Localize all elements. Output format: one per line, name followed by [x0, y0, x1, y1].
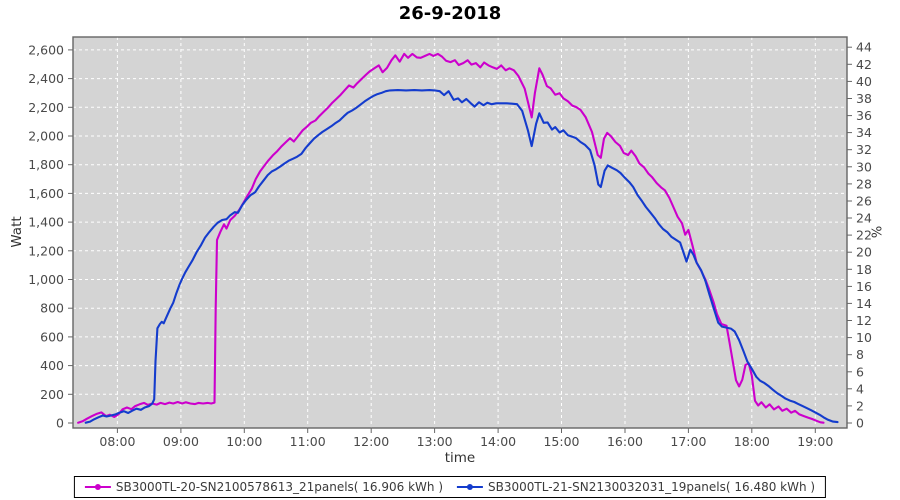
y-left-tick-label: 1,000 — [28, 272, 64, 287]
y-right-tick-label: 28 — [856, 176, 872, 191]
y-right-tick-label: 38 — [856, 91, 872, 106]
legend-line-blue-icon — [457, 482, 483, 492]
legend-line-magenta-icon — [84, 482, 111, 492]
y-right-axis-title: % — [870, 225, 886, 239]
x-tick-label: 14:00 — [480, 434, 516, 449]
y-right-tick-label: 42 — [856, 57, 872, 72]
y-left-axis-title: Watt — [9, 216, 25, 248]
chart-title: 26-9-2018 — [398, 3, 502, 24]
y-right-tick-label: 24 — [856, 211, 872, 226]
x-tick-label: 17:00 — [670, 434, 706, 449]
y-left-tick-label: 600 — [40, 329, 64, 344]
y-left-tick-label: 400 — [40, 358, 64, 373]
y-left-tick-label: 200 — [40, 387, 64, 402]
gridlines — [73, 37, 847, 428]
x-tick-label: 08:00 — [99, 434, 135, 449]
axis-ticks — [68, 46, 852, 433]
y-right-tick-label: 26 — [856, 194, 872, 209]
y-left-tick-label: 1,600 — [28, 186, 64, 201]
y-left-tick-label: 2,200 — [28, 100, 64, 115]
y-right-tick-label: 16 — [856, 279, 872, 294]
y-right-tick-label: 20 — [856, 245, 872, 260]
x-tick-label: 12:00 — [353, 434, 389, 449]
x-tick-label: 16:00 — [607, 434, 643, 449]
series-line-sb3000tl-21 — [84, 89, 839, 424]
y-left-tick-label: 1,400 — [28, 215, 64, 230]
y-right-tick-label: 40 — [856, 74, 872, 89]
y-right-tick-label: 0 — [856, 416, 864, 431]
x-axis-title: time — [444, 450, 476, 466]
y-right-tick-label: 12 — [856, 313, 872, 328]
y-right-tick-label: 18 — [856, 262, 872, 277]
y-right-tick-label: 36 — [856, 108, 872, 123]
y-right-tick-label: 4 — [856, 381, 864, 396]
y-left-tick-labels: 0 200 400 600 800 1,000 1,200 1,400 1,600 1,800 2,… — [28, 42, 64, 430]
legend-label: SB3000TL-20-SN2100578613_21panels( 16.90… — [115, 480, 443, 494]
x-tick-label: 19:00 — [797, 434, 833, 449]
y-right-tick-label: 34 — [856, 125, 872, 140]
series-line-sb3000tl-20 — [77, 52, 825, 424]
y-right-tick-label: 22 — [856, 228, 872, 243]
x-tick-label: 18:00 — [734, 434, 770, 449]
y-left-tick-label: 2,000 — [28, 129, 64, 144]
x-tick-label: 11:00 — [290, 434, 326, 449]
y-left-tick-label: 1,800 — [28, 157, 64, 172]
y-left-tick-label: 2,600 — [28, 42, 64, 57]
y-right-tick-label: 30 — [856, 159, 872, 174]
plot-border — [72, 36, 848, 429]
y-right-tick-label: 6 — [856, 364, 864, 379]
y-right-tick-label: 10 — [856, 330, 872, 345]
y-right-tick-label: 32 — [856, 142, 872, 157]
x-tick-label: 15:00 — [543, 434, 579, 449]
y-left-tick-label: 800 — [40, 301, 64, 316]
legend-label: SB3000TL-21-SN2130032031_19panels( 16.48… — [488, 480, 816, 494]
legend-item-sb3000tl-20: SB3000TL-20-SN2100578613_21panels( 16.90… — [84, 480, 443, 494]
x-tick-label: 13:00 — [417, 434, 453, 449]
plot-background — [73, 37, 847, 428]
legend-item-sb3000tl-21: SB3000TL-21-SN2130032031_19panels( 16.48… — [457, 480, 815, 494]
y-left-tick-label: 1,200 — [28, 243, 64, 258]
y-right-tick-label: 8 — [856, 347, 864, 362]
y-left-tick-label: 2,400 — [28, 71, 64, 86]
x-tick-label: 10:00 — [226, 434, 262, 449]
y-right-tick-label: 44 — [856, 40, 872, 55]
legend: SB3000TL-20-SN2100578613_21panels( 16.90… — [73, 476, 827, 498]
y-right-tick-labels: 0246810121416182022242628303234363840424… — [856, 40, 872, 431]
x-tick-labels: 08:00 09:00 10:00 11:00 12:00 13:00 14:00 15:00… — [99, 434, 833, 449]
y-right-tick-label: 14 — [856, 296, 872, 311]
y-right-tick-label: 2 — [856, 398, 864, 413]
x-tick-label: 09:00 — [163, 434, 199, 449]
y-left-tick-label: 0 — [56, 416, 64, 431]
